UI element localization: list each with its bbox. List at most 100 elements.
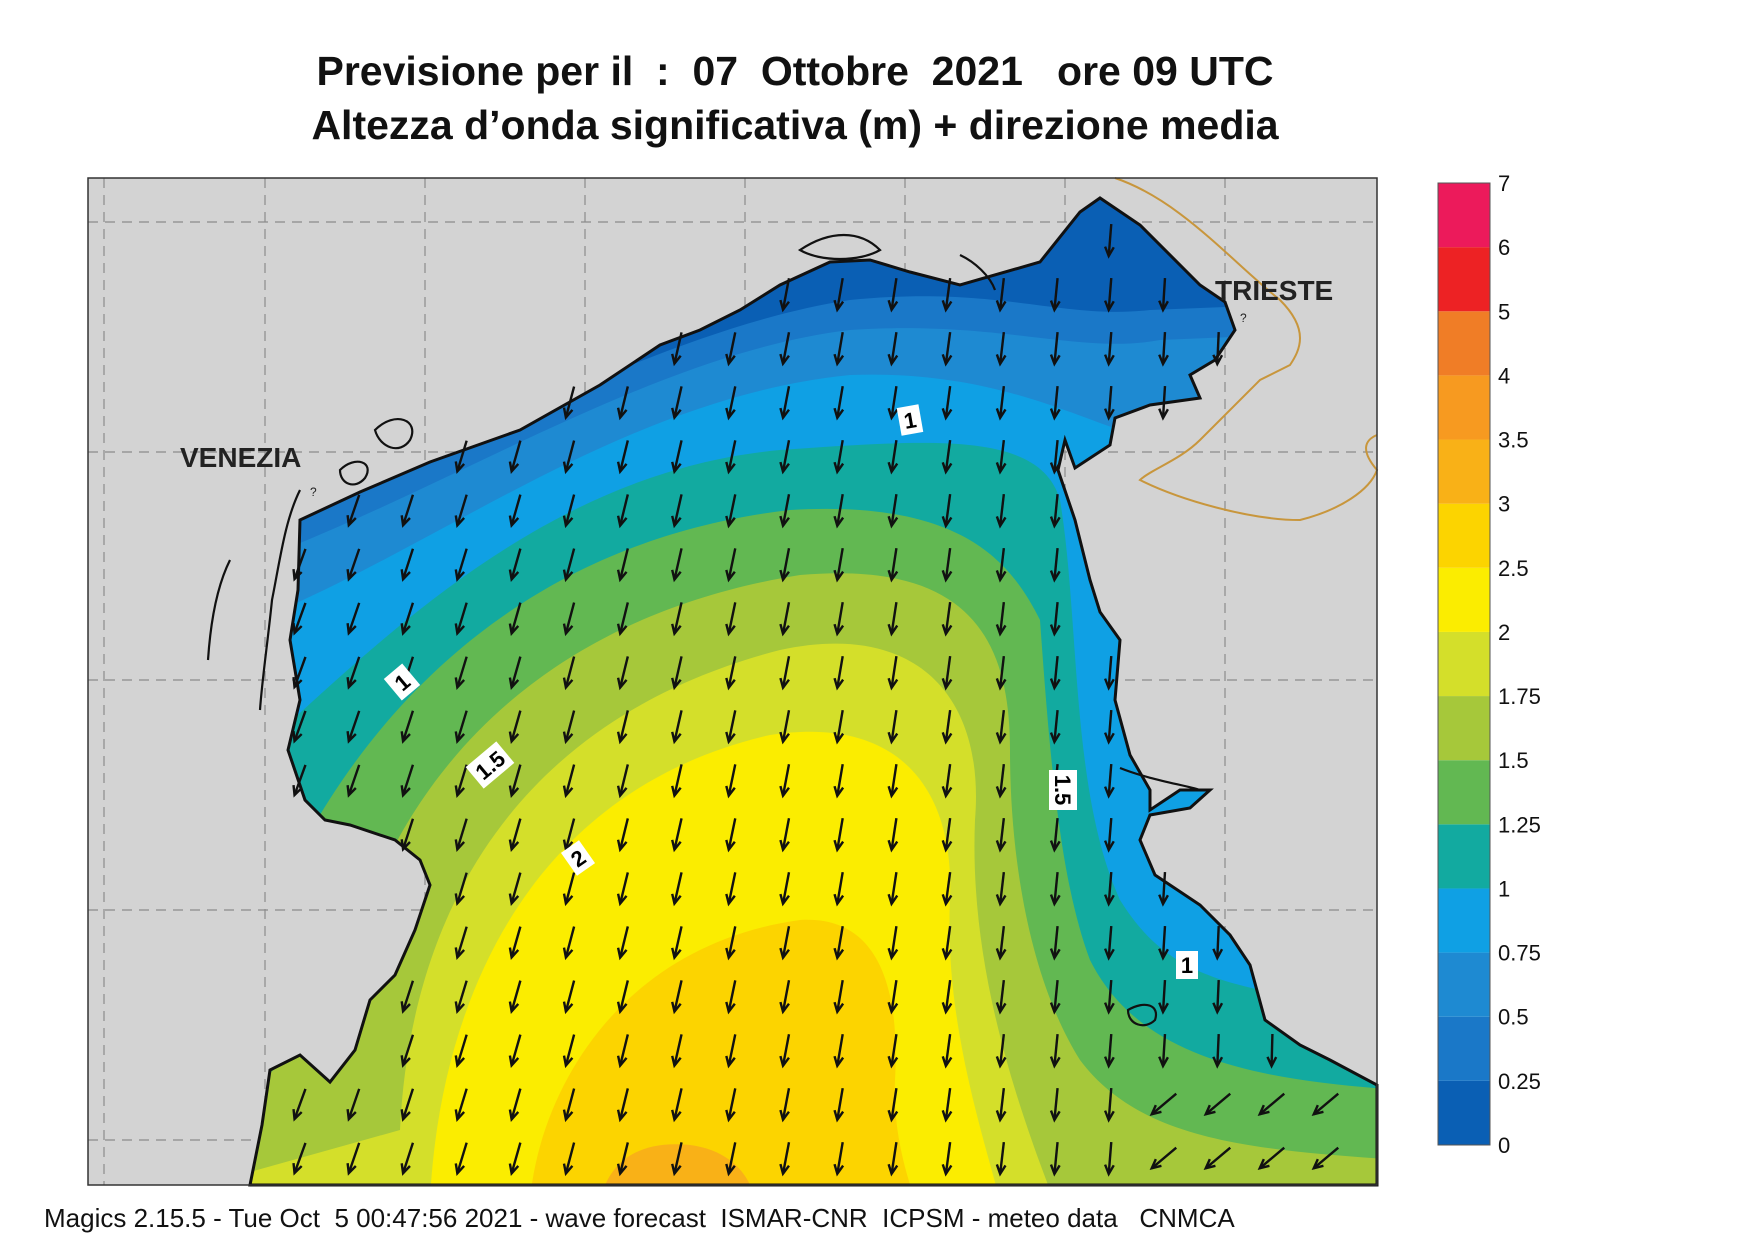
legend-tick-label: 5 [1498, 299, 1510, 324]
direction-arrow [454, 548, 468, 582]
direction-arrow [1049, 547, 1061, 583]
direction-arrow [616, 1142, 629, 1177]
direction-arrow [1049, 385, 1061, 421]
direction-arrow [292, 1142, 307, 1176]
direction-arrow [995, 493, 1007, 529]
legend-tick-label: 0.25 [1498, 1069, 1541, 1094]
svg-text:1.5: 1.5 [1050, 775, 1075, 806]
direction-arrow [454, 872, 468, 906]
direction-arrow [725, 710, 737, 745]
direction-arrow [454, 764, 468, 798]
direction-arrow [887, 548, 899, 583]
direction-arrow [292, 764, 307, 798]
direction-arrow [1212, 1033, 1224, 1069]
legend-tick-label: 2 [1498, 620, 1510, 645]
direction-arrow [346, 764, 361, 798]
direction-arrow [562, 386, 576, 421]
direction-arrow [562, 602, 576, 637]
direction-arrow [671, 818, 683, 853]
direction-arrow [941, 655, 953, 691]
direction-arrow [779, 980, 791, 1015]
direction-arrow [454, 656, 468, 690]
direction-arrow [887, 926, 899, 961]
direction-arrow [779, 332, 791, 367]
place-label-venezia: VENEZIA [180, 442, 301, 473]
direction-arrow [833, 440, 845, 475]
direction-arrow [562, 1034, 576, 1069]
direction-arrow [941, 493, 953, 529]
direction-arrow [833, 386, 845, 421]
contour-label: 1 [1176, 951, 1198, 979]
direction-arrow [346, 548, 361, 582]
direction-arrow [833, 980, 845, 1015]
direction-arrow [1049, 655, 1061, 691]
legend-swatch [1438, 760, 1490, 825]
legend-swatch [1438, 888, 1490, 953]
direction-arrow [995, 601, 1007, 637]
direction-arrow [1158, 979, 1169, 1015]
direction-arrow [779, 494, 791, 529]
direction-arrow [833, 1088, 845, 1123]
direction-arrow [779, 710, 791, 745]
map-frame [87, 177, 1378, 1186]
direction-arrow [508, 494, 522, 529]
direction-arrow [1049, 1141, 1061, 1177]
direction-arrow [671, 386, 683, 421]
legend-swatch [1438, 439, 1490, 504]
direction-arrow [725, 656, 737, 691]
direction-arrow [779, 1142, 791, 1177]
direction-arrow [779, 278, 791, 313]
direction-arrow [887, 386, 899, 421]
legend-tick-label: 1.75 [1498, 684, 1541, 709]
direction-arrow [292, 710, 307, 744]
direction-arrow [833, 1034, 845, 1069]
direction-arrow [1103, 979, 1115, 1015]
direction-arrow [1212, 925, 1224, 961]
direction-arrow [941, 709, 953, 745]
direction-arrow [833, 332, 845, 367]
direction-arrow [508, 602, 522, 637]
direction-arrow [725, 548, 737, 583]
direction-arrow [671, 656, 683, 691]
direction-arrow [887, 1034, 899, 1069]
direction-arrow [292, 656, 307, 690]
direction-arrow [725, 386, 737, 421]
legend-swatch [1438, 503, 1490, 568]
direction-arrow [454, 1088, 468, 1122]
direction-arrow [833, 548, 845, 583]
legend-tick-label: 2.5 [1498, 556, 1529, 581]
direction-arrow [616, 656, 629, 691]
band-3-3.5 [600, 1144, 755, 1185]
direction-arrow [941, 601, 953, 637]
direction-arrow [562, 764, 576, 799]
direction-arrow [725, 872, 737, 907]
direction-arrow [562, 494, 576, 529]
direction-arrow [1158, 871, 1169, 907]
direction-arrow [1158, 331, 1169, 367]
direction-arrow [1049, 277, 1061, 313]
direction-arrow [1049, 925, 1061, 961]
wave-direction-arrows [292, 223, 1340, 1177]
direction-arrow [995, 871, 1007, 907]
direction-arrow [508, 818, 522, 853]
direction-arrow [1049, 601, 1061, 637]
direction-arrow [779, 872, 791, 907]
direction-arrow [725, 332, 737, 367]
direction-arrow [400, 818, 415, 852]
direction-arrow [508, 1088, 522, 1123]
direction-arrow [833, 656, 845, 691]
direction-arrow [725, 980, 737, 1015]
direction-arrow [941, 277, 953, 313]
direction-arrow [671, 494, 683, 529]
direction-arrow [1049, 439, 1061, 475]
direction-arrow [887, 656, 899, 691]
direction-arrow [941, 763, 953, 799]
direction-arrow [1049, 1087, 1061, 1123]
direction-arrow [1103, 871, 1115, 907]
direction-arrow [941, 979, 953, 1015]
legend-tick-label: 3.5 [1498, 428, 1529, 453]
direction-arrow [671, 440, 683, 475]
map-title: Previsione per il : 07 Ottobre 2021 ore … [316, 48, 1274, 94]
direction-arrow [779, 440, 791, 475]
